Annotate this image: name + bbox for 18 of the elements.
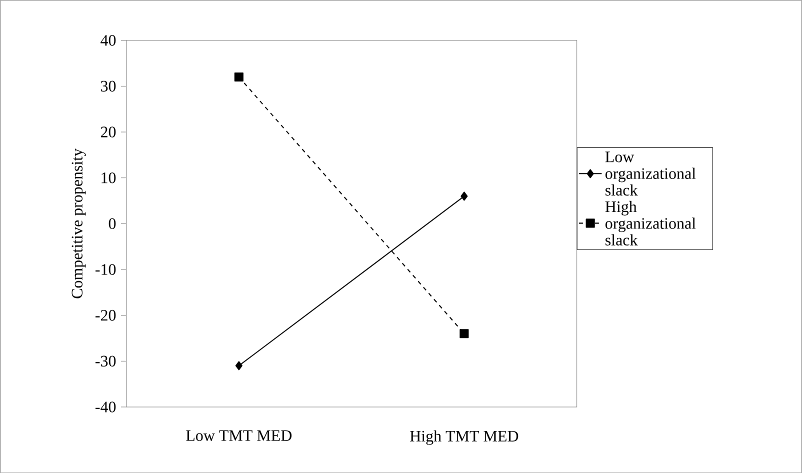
y-tick-label: 40 [100, 34, 116, 46]
x-tick-label: High TMT MED [410, 430, 518, 445]
x-tick-label: Low TMT MED [186, 430, 292, 441]
legend-label: High organizational slack [605, 200, 696, 246]
y-tick-label: 20 [100, 126, 116, 138]
y-tick-label: 30 [101, 80, 116, 92]
y-tick-label: -40 [96, 401, 116, 412]
legend-label: Low organizational slack [605, 152, 696, 196]
point [460, 328, 469, 338]
y-tick-label: -10 [96, 264, 116, 275]
y-tick-label: -20 [96, 310, 116, 321]
y-tick-label: 10 [102, 172, 116, 184]
y-axis-title: Competitive propensity [72, 148, 86, 298]
point [234, 72, 244, 82]
y-tick-label: 0 [108, 218, 116, 229]
y-tick-label: -30 [96, 356, 116, 366]
point [460, 191, 468, 201]
point [235, 361, 242, 370]
